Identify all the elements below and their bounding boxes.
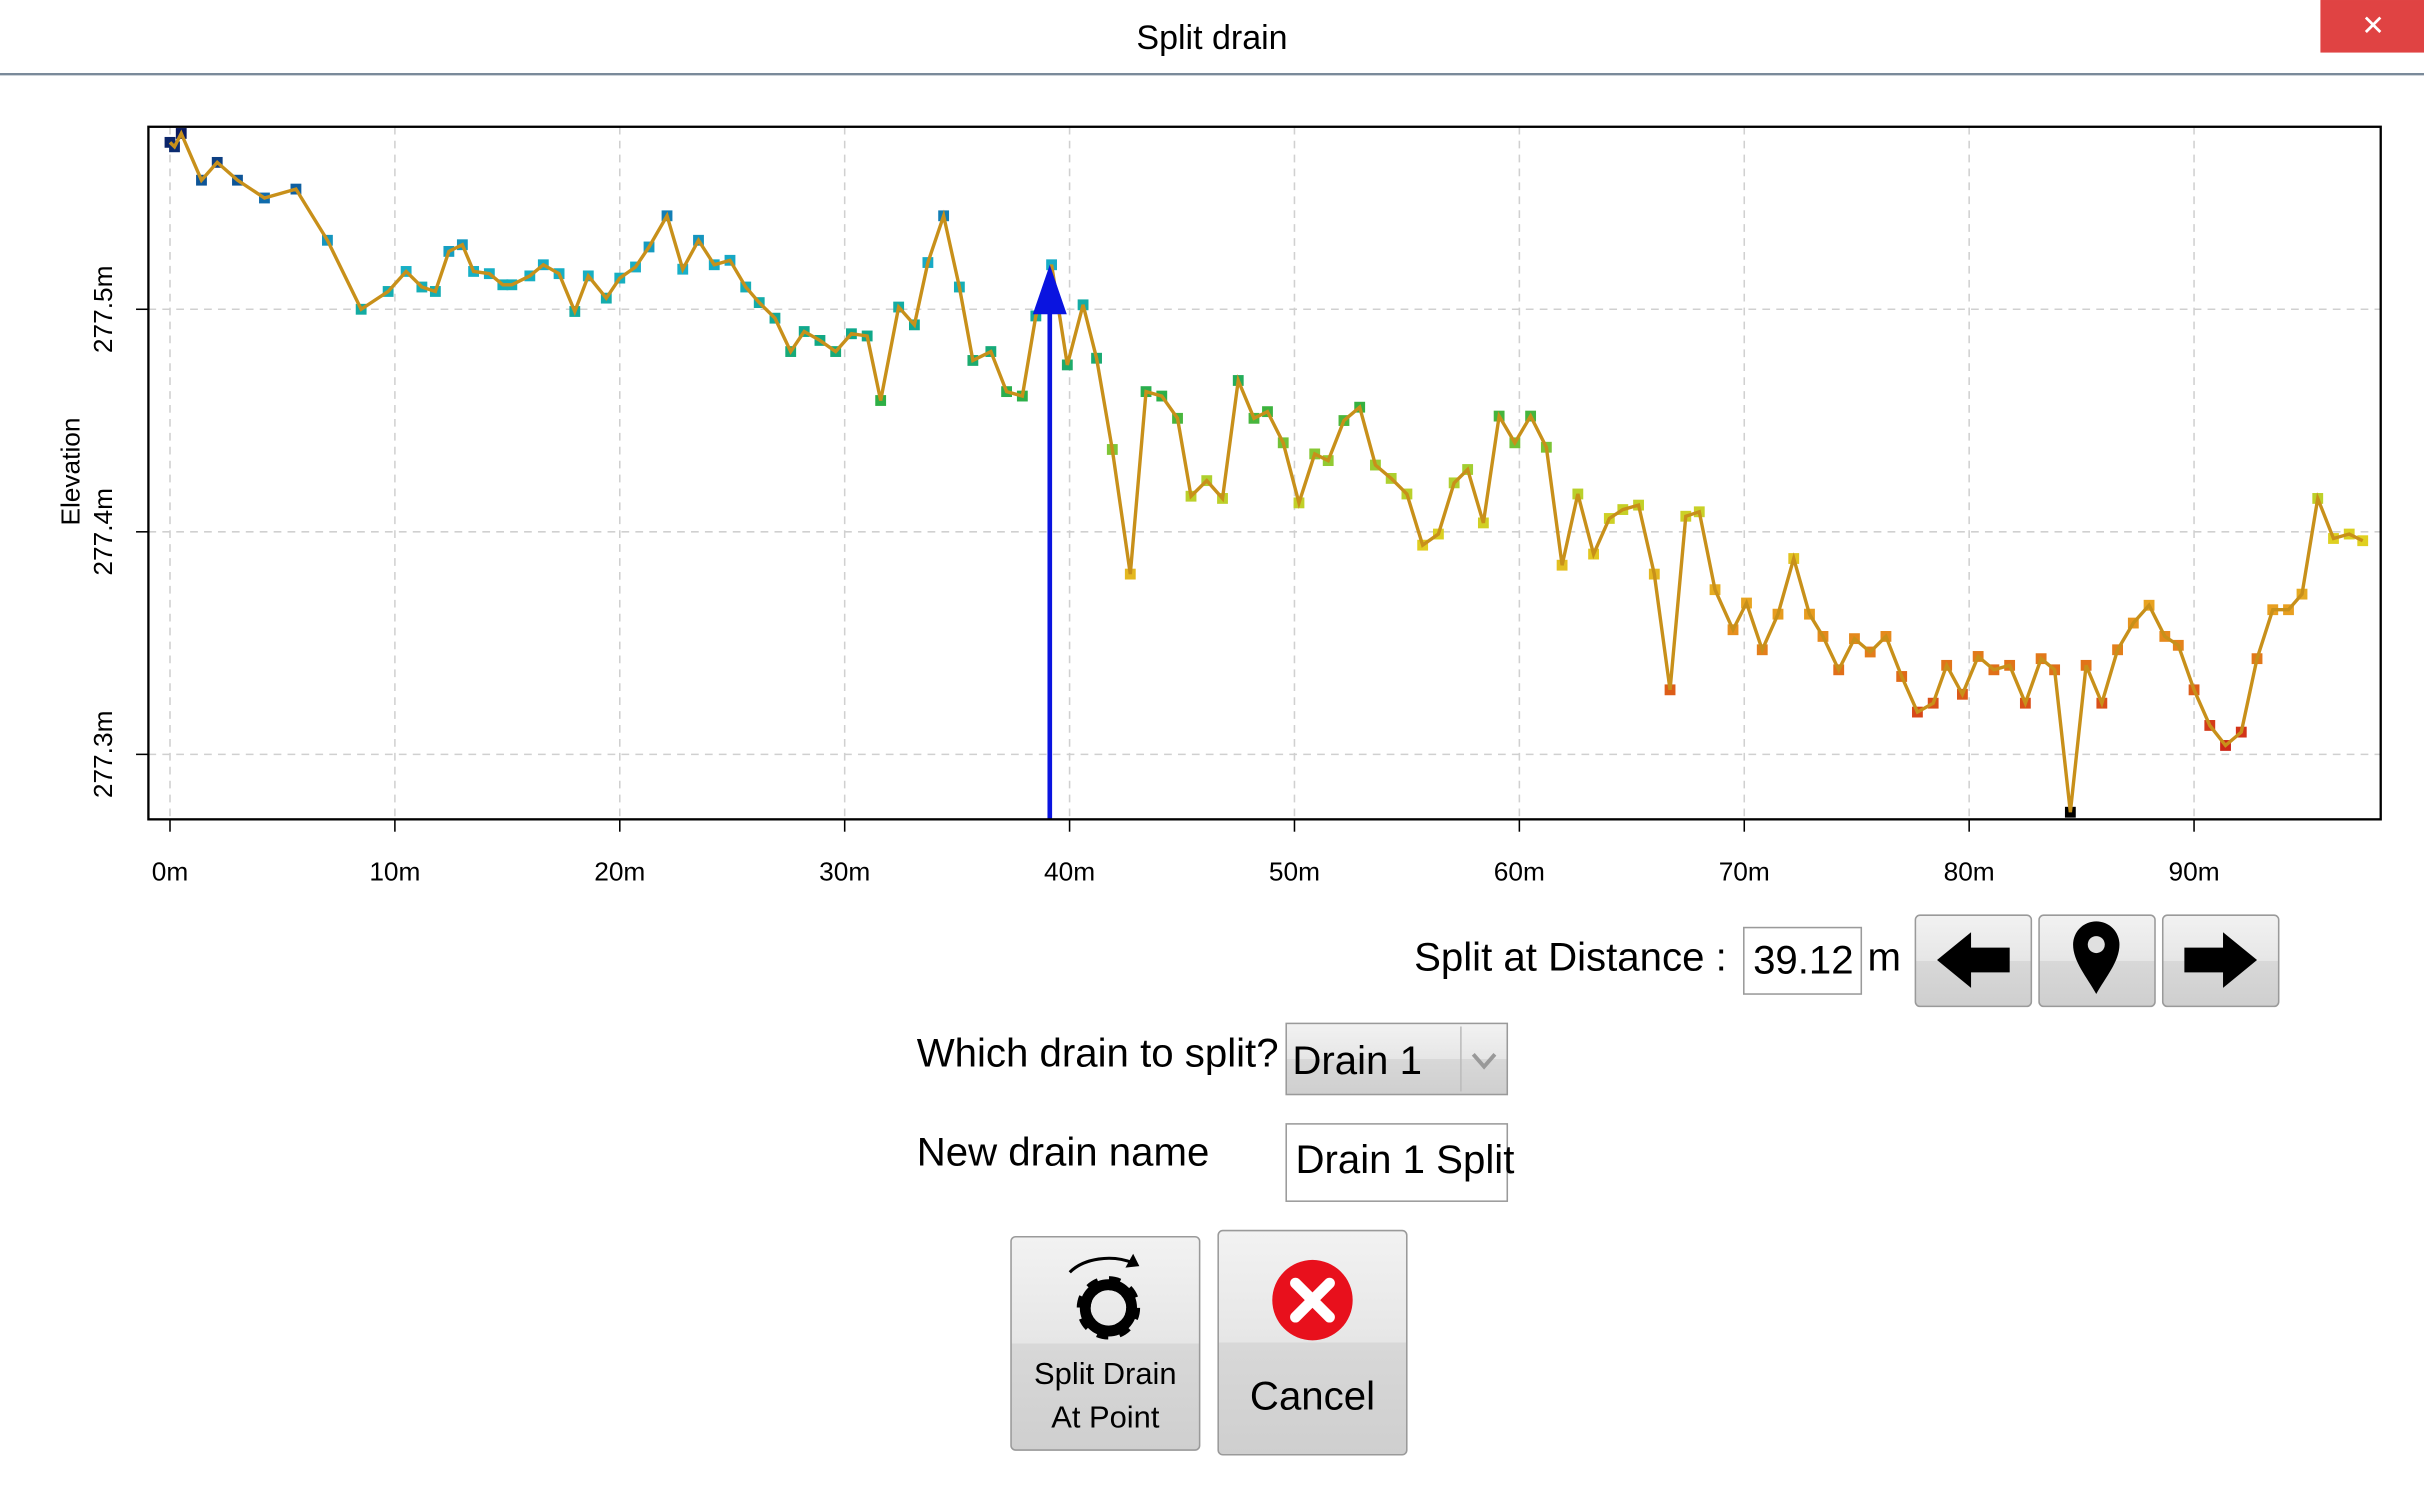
split-marker-head (1032, 264, 1067, 315)
x-tick-label: 70m (1719, 856, 1770, 886)
split-label: Split at Distance : (1414, 935, 1727, 980)
gear-body[interactable] (1079, 1279, 1138, 1337)
elevation-line (168, 129, 2364, 813)
window-title: Split drain (1136, 19, 1287, 57)
plot-border (147, 125, 2382, 821)
dropdown-chevron[interactable] (1471, 1053, 1497, 1070)
new-name-value[interactable]: Drain 1 Split (1295, 1137, 1514, 1182)
y-axis-label: Elevation (56, 417, 86, 525)
pick-point-button[interactable] (2038, 914, 2156, 1008)
rotate-arrow[interactable] (1068, 1256, 1134, 1274)
x-tick-label: 20m (594, 856, 645, 886)
y-tick-label: 277.3m (88, 711, 118, 799)
split-distance-input[interactable] (1743, 926, 1863, 995)
drain-combobox-bg[interactable] (1285, 1022, 1509, 1096)
split-button[interactable]: Split Drain At Point (1010, 1235, 1201, 1451)
cancel-button[interactable]: Cancel (1217, 1229, 1408, 1456)
split-unit: m (1867, 935, 1900, 980)
drain-selected[interactable]: Drain 1 (1292, 1038, 1422, 1083)
right-arrow-icon[interactable] (2184, 932, 2258, 988)
drain-combobox[interactable]: Drain 1 (1285, 1022, 1509, 1096)
x-tick-label: 50m (1269, 856, 1320, 886)
pin-hole[interactable] (2087, 936, 2105, 954)
split-button-line[interactable]: At Point (1051, 1399, 1160, 1434)
elevation-chart: 0m 10m 20m 30m 40m 50m 60m 70m 80m 90m 277.3m 277.4… (56, 125, 2382, 886)
x-tick-label: 0m (152, 856, 188, 886)
pin-icon[interactable] (2073, 921, 2120, 995)
x-tick-label: 60m (1494, 856, 1545, 886)
x-tick-label: 10m (369, 856, 420, 886)
x-tick-label: 80m (1944, 856, 1995, 886)
plot-area (148, 126, 2381, 820)
cancel-icon-x[interactable] (1290, 1277, 1335, 1323)
left-arrow-icon[interactable] (1937, 932, 2010, 988)
close-button[interactable]: ✕ (2320, 0, 2424, 53)
close-glyph[interactable]: ✕ (2361, 10, 2384, 41)
next-point-button[interactable] (2161, 914, 2280, 1008)
split-distance-value[interactable]: 39.12 (1753, 938, 1854, 983)
y-tick-label: 277.5m (88, 265, 118, 353)
cancel-button-bg[interactable] (1217, 1229, 1408, 1456)
cancel-label[interactable]: Cancel (1250, 1374, 1375, 1419)
prev-point-button[interactable] (1914, 914, 2033, 1008)
split-button-bg[interactable] (1010, 1235, 1201, 1451)
new-name-input[interactable] (1285, 1123, 1509, 1202)
drain-label: Which drain to split? (917, 1030, 1279, 1075)
x-tick-label: 90m (2168, 856, 2219, 886)
x-tick-label: 30m (819, 856, 870, 886)
split-button-line[interactable]: Split Drain (1034, 1356, 1177, 1391)
x-tick-label: 40m (1044, 856, 1095, 886)
name-label: New drain name (917, 1129, 1210, 1174)
close-button-bg[interactable] (2320, 0, 2424, 53)
y-tick-label: 277.4m (88, 488, 118, 576)
rotate-arrow-head[interactable] (1125, 1253, 1140, 1268)
